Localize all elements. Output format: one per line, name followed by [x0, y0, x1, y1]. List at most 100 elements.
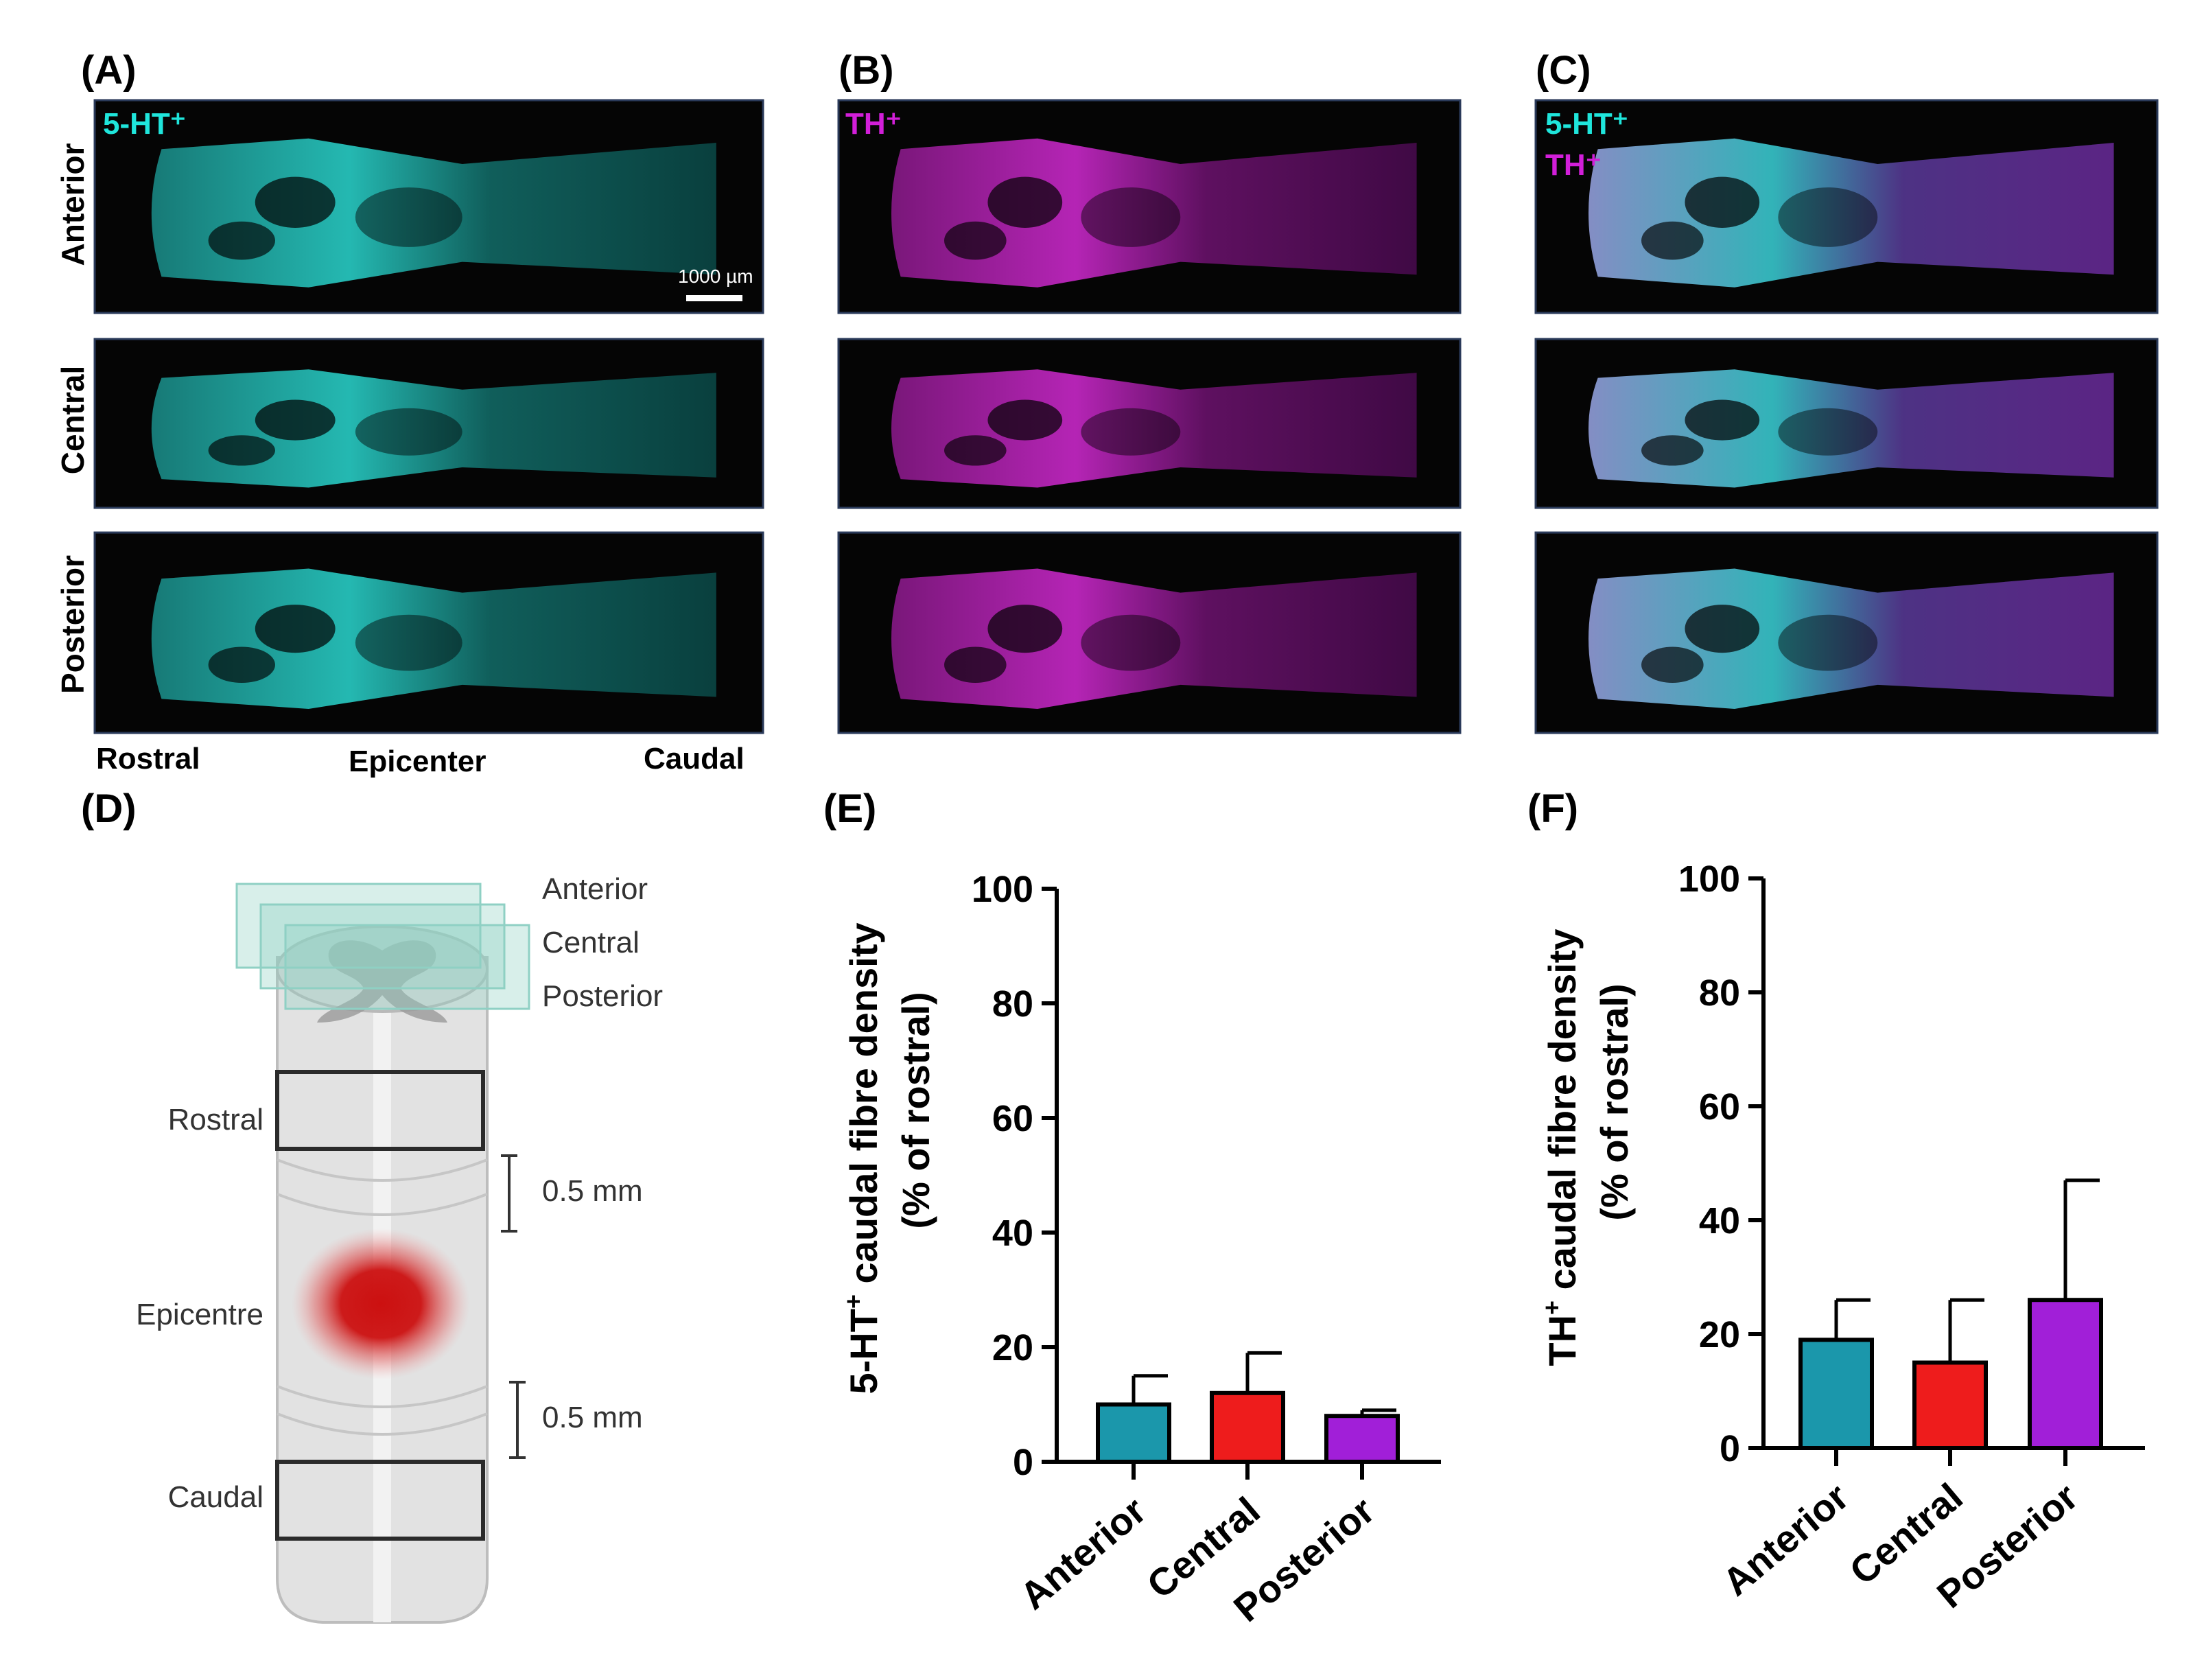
micrograph-grid: [93, 99, 2159, 734]
lesion-cavity: [355, 614, 462, 671]
scale-bar: [686, 295, 742, 301]
lesion-cavity: [355, 187, 462, 247]
bar-posterior: [2028, 1298, 2103, 1450]
lesion-cavity: [1641, 646, 1704, 683]
lesion-cavity: [987, 399, 1063, 441]
panel-label-e: (E): [823, 786, 876, 831]
chart-f-ylabel-line2: (% of rostral): [1593, 983, 1636, 1220]
lesion-cavity: [255, 605, 336, 653]
y-tick-label: 100: [1678, 859, 1740, 900]
region-label-epicentre: Epicentre: [136, 1298, 263, 1331]
y-tick-label: 60: [992, 1098, 1033, 1139]
lesion-cavity: [1778, 408, 1878, 456]
lesion-cavity: [1081, 187, 1181, 247]
lesion-cavity: [1081, 408, 1181, 456]
caudal-box: [275, 1460, 485, 1541]
lesion-cavity: [1641, 221, 1704, 260]
bar-posterior: [1324, 1414, 1400, 1464]
cord-segment-line-2: [277, 1193, 488, 1216]
axis-label-rostral: Rostral: [96, 742, 200, 775]
scale-bar-label: 1000 µm: [678, 266, 753, 287]
x-tick-label-anterior: Anterior: [1714, 1475, 1856, 1604]
lesion-cavity: [987, 605, 1063, 653]
lesion-cavity: [1685, 605, 1760, 653]
y-tick-label: 0: [1720, 1428, 1740, 1469]
panel-label-d: (D): [81, 786, 137, 831]
lesion-epicentre: [292, 1228, 470, 1379]
chart-e-ylabel-line1: 5-HT+ caudal fibre density: [839, 923, 885, 1395]
distance-bracket-1: [501, 1154, 517, 1233]
distance-bracket-2: [509, 1381, 526, 1459]
plane-label-anterior: Anterior: [542, 872, 648, 906]
row-label-anterior: Anterior: [55, 143, 91, 266]
tissue-section-a-posterior: [151, 568, 716, 709]
y-tick-label: 100: [972, 869, 1033, 910]
lesion-cavity: [1778, 614, 1878, 671]
y-tick-label: 80: [992, 983, 1033, 1025]
tissue-section-c-posterior: [1588, 568, 2114, 709]
row-label-central: Central: [55, 366, 91, 474]
bar-anterior: [1798, 1338, 1874, 1451]
x-tick-label-anterior: Anterior: [1011, 1489, 1153, 1618]
y-tick-label: 0: [1013, 1442, 1033, 1483]
channel-label-th-c: TH⁺: [1545, 148, 1602, 182]
rostral-box: [275, 1070, 485, 1151]
grey-matter-butterfly: [317, 940, 447, 1023]
lesion-cavity: [987, 176, 1063, 228]
panel-label-b: (B): [839, 48, 894, 93]
chart-e-ylabel-line2: (% of rostral): [894, 992, 937, 1228]
tissue-section-a-anterior: [151, 138, 716, 288]
plane-posterior: [284, 924, 530, 1010]
bar-central: [1210, 1390, 1285, 1465]
plane-label-central: Central: [542, 926, 640, 959]
spinal-cord-diagram: [235, 883, 530, 1624]
tissue-section-b-central: [891, 369, 1417, 488]
tissue-section-a-central: [151, 369, 716, 488]
cord-segment-line-3: [277, 1385, 488, 1408]
lesion-cavity: [1685, 399, 1760, 441]
lesion-cavity: [208, 435, 275, 466]
tissue-section-c-anterior: [1588, 138, 2114, 288]
distance-label-2: 0.5 mm: [542, 1401, 643, 1434]
y-tick-label: 40: [1699, 1200, 1740, 1241]
lesion-cavity: [208, 646, 275, 683]
y-tick-label: 80: [1699, 972, 1740, 1014]
lesion-cavity: [1685, 176, 1760, 228]
y-tick-label: 40: [992, 1213, 1033, 1254]
lesion-cavity: [255, 399, 336, 441]
tissue-section-b-anterior: [891, 138, 1417, 288]
bar-central: [1912, 1360, 1988, 1450]
lesion-cavity: [208, 221, 275, 260]
lesion-cavity: [1641, 435, 1704, 466]
plane-central: [259, 903, 506, 990]
region-label-rostral: Rostral: [168, 1103, 263, 1136]
panel-label-f: (F): [1527, 786, 1578, 831]
chart-f-ylabel-line1: TH+ caudal fibre density: [1538, 929, 1584, 1366]
row-label-posterior: Posterior: [55, 555, 91, 694]
cord-segment-line-1: [277, 1158, 488, 1182]
y-tick-label: 20: [992, 1327, 1033, 1368]
channel-label-5ht-a: 5-HT⁺: [103, 107, 186, 141]
lesion-cavity: [944, 221, 1007, 260]
lesion-cavity: [355, 408, 462, 456]
plane-label-posterior: Posterior: [542, 979, 663, 1013]
channel-label-5ht-c: 5-HT⁺: [1545, 107, 1628, 141]
axis-label-epicenter: Epicenter: [349, 745, 486, 778]
channel-label-th-b: TH⁺: [845, 107, 902, 141]
lesion-cavity: [1081, 614, 1181, 671]
panel-label-a: (A): [81, 48, 137, 93]
panel-label-c: (C): [1536, 48, 1591, 93]
lesion-cavity: [944, 646, 1007, 683]
region-label-caudal: Caudal: [168, 1480, 263, 1514]
cord-segment-line-4: [277, 1412, 488, 1436]
distance-label-1: 0.5 mm: [542, 1174, 643, 1208]
lesion-cavity: [255, 176, 336, 228]
lesion-cavity: [1778, 187, 1878, 247]
y-tick-label: 20: [1699, 1314, 1740, 1355]
bar-anterior: [1096, 1402, 1171, 1464]
tissue-section-c-central: [1588, 369, 2114, 488]
axis-label-caudal: Caudal: [644, 742, 745, 775]
